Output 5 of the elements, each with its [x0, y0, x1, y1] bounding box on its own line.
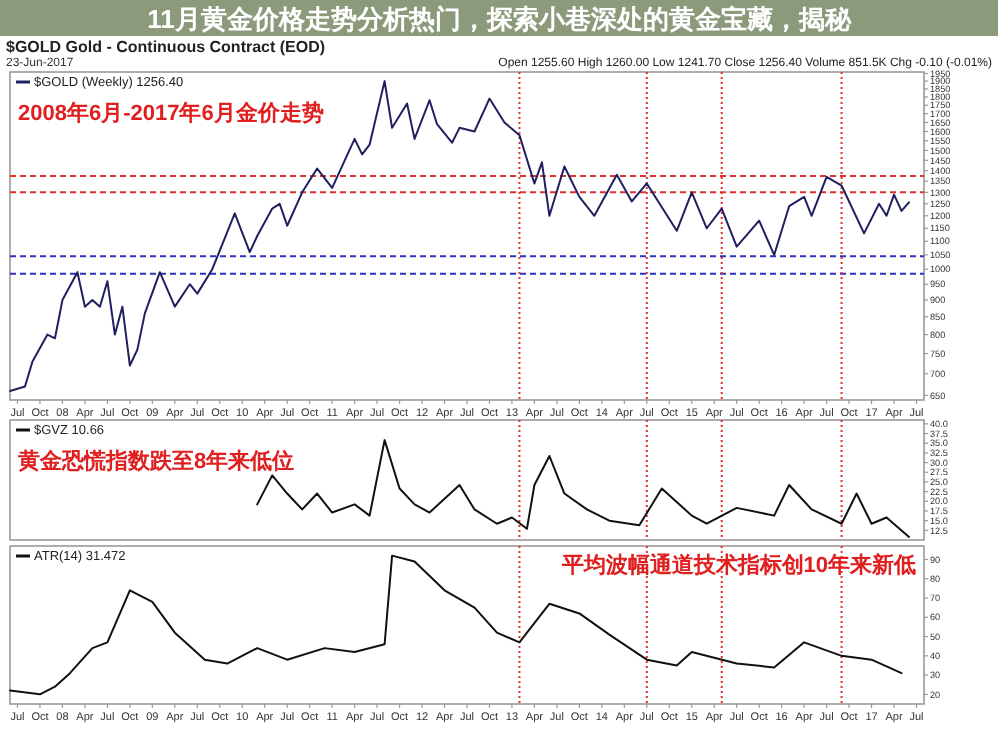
text: 11月黄金价格走势分析热门，探索小巷深处的黄金宝藏，揭秘 [147, 4, 853, 34]
text: 黄金恐慌指数跌至8年来低位 [16, 448, 295, 474]
text: $GOLD Gold - Continuous Contract (EOD) [6, 38, 326, 56]
chart-title: 平均波幅通道技术指标创10年来新低 [559, 552, 916, 578]
text: 2008年6月-2017年6月金价走势 [18, 100, 324, 126]
